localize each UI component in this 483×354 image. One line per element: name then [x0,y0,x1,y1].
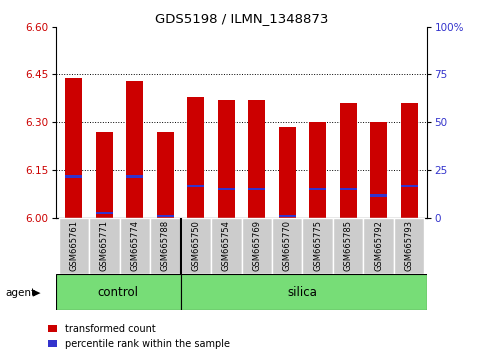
Legend: transformed count, percentile rank within the sample: transformed count, percentile rank withi… [48,324,230,349]
Bar [157,132,174,218]
Text: GSM665769: GSM665769 [252,220,261,271]
Text: GSM665792: GSM665792 [374,220,383,271]
Bar [127,81,143,218]
Text: control: control [98,286,139,298]
Bar [309,122,326,218]
Bar [370,194,387,197]
Text: GSM665785: GSM665785 [344,220,353,271]
Bar [58,218,89,274]
Text: GSM665774: GSM665774 [130,220,139,271]
Bar [279,127,296,218]
Bar [309,188,326,190]
Bar [248,188,265,190]
Bar [370,122,387,218]
Bar [181,274,427,310]
Text: agent: agent [6,288,36,298]
Bar [279,215,296,217]
Bar [333,218,363,274]
Bar [248,100,265,218]
Text: GSM665761: GSM665761 [70,220,78,271]
Polygon shape [33,290,41,297]
Text: GSM665770: GSM665770 [283,220,292,271]
Bar [66,175,82,178]
Text: GDS5198 / ILMN_1348873: GDS5198 / ILMN_1348873 [155,12,328,25]
Bar [89,218,120,274]
Bar [96,132,113,218]
Bar [96,212,113,214]
Bar [394,218,425,274]
Bar [218,188,235,190]
Bar [181,218,211,274]
Bar [150,218,181,274]
Text: GSM665793: GSM665793 [405,220,413,271]
Bar [401,103,417,218]
Bar [127,175,143,178]
Bar [211,218,242,274]
Bar [272,218,302,274]
Text: silica: silica [287,286,317,298]
Text: GSM665775: GSM665775 [313,220,322,271]
Text: GSM665788: GSM665788 [161,220,170,271]
Bar [120,218,150,274]
Bar [340,188,356,190]
Bar [302,218,333,274]
Bar [340,103,356,218]
Bar [187,97,204,218]
Bar [56,274,181,310]
Text: GSM665754: GSM665754 [222,220,231,271]
Bar [401,184,417,187]
Bar [66,78,82,218]
Bar [187,184,204,187]
Bar [242,218,272,274]
Text: GSM665750: GSM665750 [191,220,200,271]
Bar [363,218,394,274]
Text: GSM665771: GSM665771 [100,220,109,271]
Bar [157,215,174,217]
Bar [218,100,235,218]
